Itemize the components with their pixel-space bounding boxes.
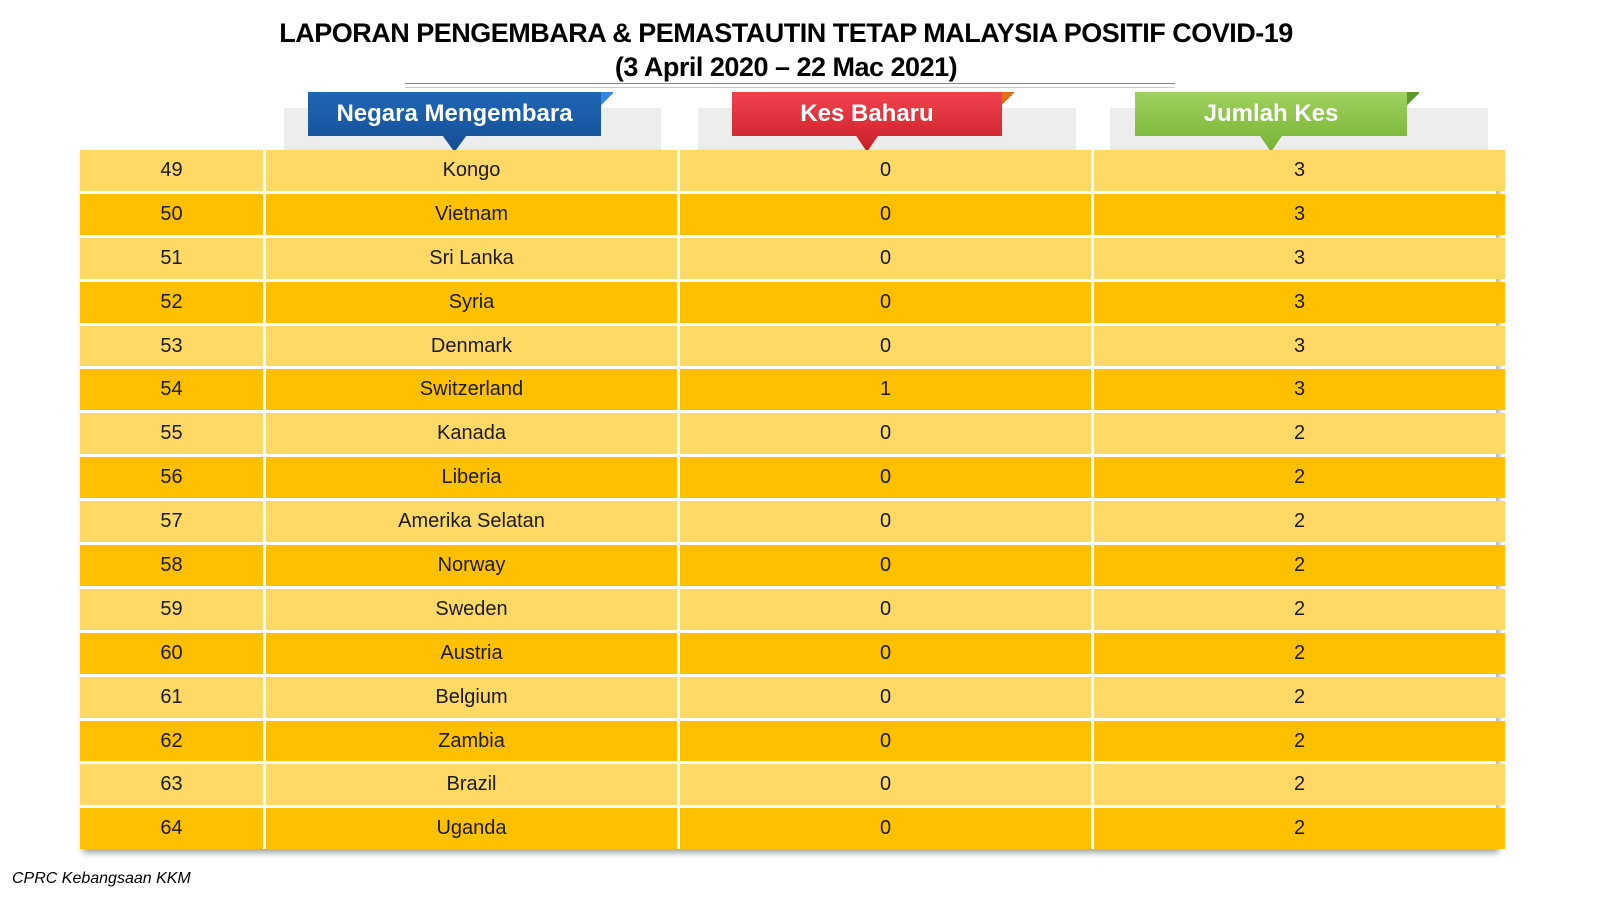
header-new-cases: Kes Baharu (732, 92, 1014, 154)
new-cases-cell: 0 (680, 501, 1091, 543)
row-number-cell: 53 (80, 325, 263, 367)
total-cases-cell: 2 (1094, 413, 1505, 455)
row-number-cell: 63 (80, 764, 263, 806)
country-cell: Vietnam (266, 193, 677, 235)
total-cases-cell: 2 (1094, 588, 1505, 630)
country-cell: Switzerland (266, 369, 677, 411)
total-cases-cell: 3 (1094, 237, 1505, 279)
country-cell: Sweden (266, 588, 677, 630)
country-cell: Sri Lanka (266, 237, 677, 279)
row-number-cell: 60 (80, 632, 263, 674)
header-total-cases-label: Jumlah Kes (1135, 92, 1407, 152)
total-cases-cell: 2 (1094, 720, 1505, 762)
table-row: 61 Belgium 0 2 (80, 676, 1505, 718)
row-number-cell: 62 (80, 720, 263, 762)
total-cases-cell: 2 (1094, 764, 1505, 806)
ribbon-fold-icon (1407, 92, 1419, 106)
total-cases-cell: 3 (1094, 281, 1505, 323)
row-number-cell: 56 (80, 457, 263, 499)
table-row: 51 Sri Lanka 0 3 (80, 237, 1505, 279)
table-row: 52 Syria 0 3 (80, 281, 1505, 323)
total-cases-cell: 3 (1094, 150, 1505, 191)
total-cases-cell: 2 (1094, 676, 1505, 718)
row-number-cell: 61 (80, 676, 263, 718)
country-cell: Zambia (266, 720, 677, 762)
country-cell: Brazil (266, 764, 677, 806)
table-row: 53 Denmark 0 3 (80, 325, 1505, 367)
country-cell: Austria (266, 632, 677, 674)
country-cell: Syria (266, 281, 677, 323)
country-cell: Kanada (266, 413, 677, 455)
new-cases-cell: 0 (680, 237, 1091, 279)
total-cases-cell: 2 (1094, 632, 1505, 674)
title-divider (405, 83, 1175, 88)
new-cases-cell: 1 (680, 369, 1091, 411)
new-cases-cell: 0 (680, 413, 1091, 455)
total-cases-cell: 2 (1094, 808, 1505, 850)
row-number-cell: 58 (80, 545, 263, 586)
new-cases-cell: 0 (680, 457, 1091, 499)
table-row: 58 Norway 0 2 (80, 545, 1505, 586)
cases-table: 49 Kongo 0 3 50 Vietnam 0 3 51 Sri Lanka 0 3 52 Syria… (80, 150, 1505, 850)
new-cases-cell: 0 (680, 764, 1091, 806)
table-row: 64 Uganda 0 2 (80, 808, 1505, 850)
total-cases-cell: 2 (1094, 501, 1505, 543)
table-row: 60 Austria 0 2 (80, 632, 1505, 674)
new-cases-cell: 0 (680, 720, 1091, 762)
table-row: 49 Kongo 0 3 (80, 150, 1505, 191)
country-cell: Kongo (266, 150, 677, 191)
total-cases-cell: 3 (1094, 193, 1505, 235)
country-cell: Uganda (266, 808, 677, 850)
header-total-cases: Jumlah Kes (1135, 92, 1419, 154)
row-number-cell: 50 (80, 193, 263, 235)
row-number-cell: 59 (80, 588, 263, 630)
new-cases-cell: 0 (680, 676, 1091, 718)
table-row: 55 Kanada 0 2 (80, 413, 1505, 455)
row-number-cell: 55 (80, 413, 263, 455)
ribbon-fold-icon (1002, 92, 1014, 106)
row-number-cell: 52 (80, 281, 263, 323)
ribbon-fold-icon (601, 92, 613, 106)
new-cases-cell: 0 (680, 588, 1091, 630)
new-cases-cell: 0 (680, 632, 1091, 674)
table-row: 56 Liberia 0 2 (80, 457, 1505, 499)
row-number-cell: 57 (80, 501, 263, 543)
new-cases-cell: 0 (680, 150, 1091, 191)
country-cell: Amerika Selatan (266, 501, 677, 543)
total-cases-cell: 2 (1094, 545, 1505, 586)
total-cases-cell: 3 (1094, 325, 1505, 367)
row-number-cell: 54 (80, 369, 263, 411)
row-number-cell: 64 (80, 808, 263, 850)
header-new-cases-label: Kes Baharu (732, 92, 1002, 152)
country-cell: Denmark (266, 325, 677, 367)
row-number-cell: 51 (80, 237, 263, 279)
header-country: Negara Mengembara (308, 92, 613, 154)
report-date-range: (3 April 2020 – 22 Mac 2021) (614, 52, 958, 82)
new-cases-cell: 0 (680, 808, 1091, 850)
table-row: 57 Amerika Selatan 0 2 (80, 501, 1505, 543)
source-footer: CPRC Kebangsaan KKM (12, 870, 191, 887)
row-number-cell: 49 (80, 150, 263, 191)
total-cases-cell: 2 (1094, 457, 1505, 499)
table-row: 50 Vietnam 0 3 (80, 193, 1505, 235)
country-cell: Norway (266, 545, 677, 586)
table-row: 54 Switzerland 1 3 (80, 369, 1505, 411)
country-cell: Belgium (266, 676, 677, 718)
new-cases-cell: 0 (680, 193, 1091, 235)
new-cases-cell: 0 (680, 325, 1091, 367)
report-title: LAPORAN PENGEMBARA & PEMASTAUTIN TETAP M… (279, 18, 1293, 48)
country-cell: Liberia (266, 457, 677, 499)
table-row: 63 Brazil 0 2 (80, 764, 1505, 806)
new-cases-cell: 0 (680, 281, 1091, 323)
table-row: 62 Zambia 0 2 (80, 720, 1505, 762)
table-row: 59 Sweden 0 2 (80, 588, 1505, 630)
header-country-label: Negara Mengembara (308, 92, 601, 152)
new-cases-cell: 0 (680, 545, 1091, 586)
total-cases-cell: 3 (1094, 369, 1505, 411)
